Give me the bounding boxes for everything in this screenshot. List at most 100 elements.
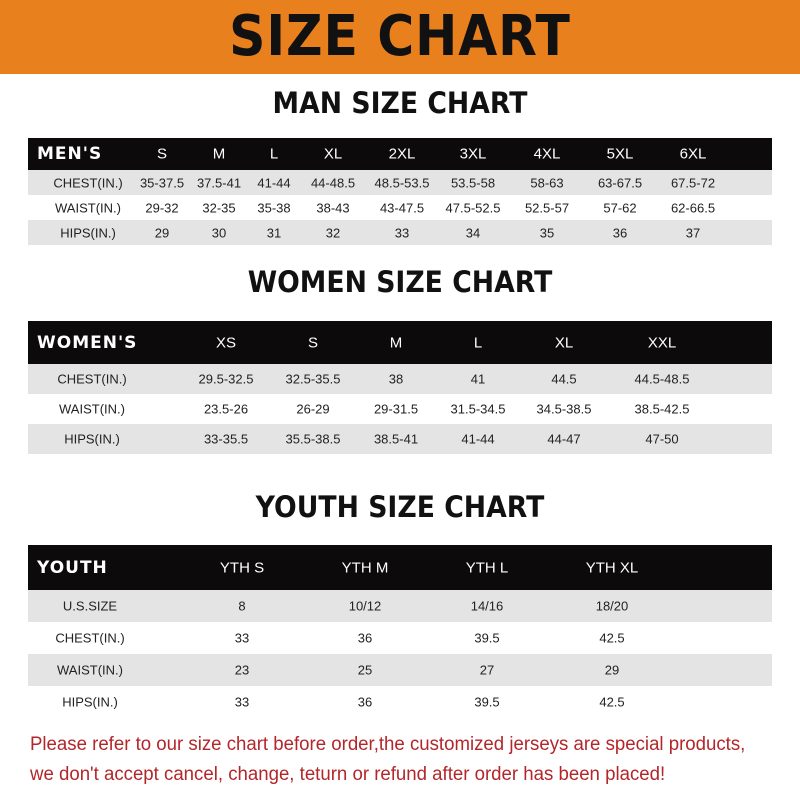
women-title: WOMEN SIZE CHART: [247, 265, 553, 299]
row-label: WOMEN'S: [37, 332, 138, 353]
table-cell: 23: [234, 662, 250, 678]
row-label: WAIST(IN.): [57, 662, 123, 678]
table-cell: 57-62: [603, 200, 637, 215]
table-cell: M: [389, 334, 403, 351]
table-cell: 34: [465, 225, 481, 240]
table-cell: 47.5-52.5: [445, 200, 501, 215]
table-cell: 32-35: [202, 200, 236, 215]
table-cell: 63-67.5: [597, 175, 643, 190]
table-cell: 39.5: [474, 630, 500, 646]
table-cell: 41: [470, 371, 486, 387]
table-cell: 34.5-38.5: [536, 401, 592, 417]
table-cell: 35-38: [257, 200, 291, 215]
table-cell: YTH M: [341, 559, 389, 576]
table-row: U.S.SIZE 8 10/12 14/16 18/20: [28, 590, 772, 622]
table-cell: 53.5-58: [450, 175, 496, 190]
table-cell: 42.5: [599, 630, 625, 646]
table-row: WAIST(IN.) 29-32 32-35 35-38 38-43 43-47.5 47.…: [28, 195, 772, 220]
table-cell: 29.5-32.5: [198, 371, 254, 387]
table-cell: 4XL: [533, 145, 561, 163]
table-cell: 33: [394, 225, 410, 240]
table-cell: 58-63: [530, 175, 564, 190]
table-cell: 29-32: [145, 200, 179, 215]
table-cell: 33: [234, 694, 250, 710]
table-cell: 37.5-41: [196, 175, 242, 190]
row-label: U.S.SIZE: [62, 598, 118, 614]
table-cell: XXL: [647, 334, 677, 351]
table-cell: 37: [685, 225, 701, 240]
table-row: CHEST(IN.) 33 36 39.5 42.5: [28, 622, 772, 654]
table-cell: 41-44: [461, 431, 495, 447]
table-header-row: WOMEN'S XS S M L XL XXL: [28, 321, 772, 364]
table-cell: 38-43: [316, 200, 350, 215]
table-cell: 33-35.5: [203, 431, 249, 447]
table-cell: XS: [215, 334, 237, 351]
table-cell: 39.5: [474, 694, 500, 710]
table-cell: 38.5-42.5: [634, 401, 690, 417]
table-cell: S: [156, 145, 168, 163]
table-cell: 23.5-26: [203, 401, 249, 417]
row-label: CHEST(IN.): [57, 371, 127, 387]
table-cell: L: [269, 145, 279, 163]
table-cell: 43-47.5: [379, 200, 425, 215]
table-cell: 67.5-72: [670, 175, 716, 190]
table-cell: 36: [357, 694, 373, 710]
table-cell: YTH L: [465, 559, 509, 576]
table-cell: 48.5-53.5: [374, 175, 430, 190]
table-cell: 26-29: [296, 401, 330, 417]
table-row: WAIST(IN.) 23.5-26 26-29 29-31.5 31.5-34.5 34…: [28, 394, 772, 424]
table-cell: 44-47: [547, 431, 581, 447]
table-row: HIPS(IN.) 33 36 39.5 42.5: [28, 686, 772, 718]
table-cell: 6XL: [679, 145, 707, 163]
table-cell: 29-31.5: [373, 401, 419, 417]
men-title: MAN SIZE CHART: [272, 86, 528, 120]
row-label: HIPS(IN.): [64, 431, 120, 447]
table-cell: 27: [479, 662, 495, 678]
table-cell: 44-48.5: [310, 175, 356, 190]
table-cell: 52.5-57: [524, 200, 570, 215]
table-cell: L: [473, 334, 483, 351]
youth-title: YOUTH SIZE CHART: [255, 490, 545, 524]
table-cell: 33: [234, 630, 250, 646]
table-row: HIPS(IN.) 29 30 31 32 33 34 35 36 37: [28, 220, 772, 245]
banner: SIZE CHART: [0, 0, 800, 74]
row-label: WAIST(IN.): [59, 401, 125, 417]
table-cell: M: [212, 145, 226, 163]
table-cell: S: [307, 334, 319, 351]
table-cell: 25: [357, 662, 373, 678]
table-cell: 29: [154, 225, 170, 240]
table-cell: 32: [325, 225, 341, 240]
table-cell: 32.5-35.5: [285, 371, 341, 387]
row-label: YOUTH: [37, 557, 108, 578]
table-cell: YTH S: [219, 559, 265, 576]
row-label: CHEST(IN.): [53, 175, 123, 190]
table-cell: 36: [612, 225, 628, 240]
table-cell: 31: [266, 225, 282, 240]
table-cell: 29: [604, 662, 620, 678]
row-label: HIPS(IN.): [60, 225, 116, 240]
notice-line-2: we don't accept cancel, change, teturn o…: [30, 764, 666, 785]
table-row: CHEST(IN.) 35-37.5 37.5-41 41-44 44-48.5 48.5…: [28, 170, 772, 195]
table-cell: 38: [388, 371, 404, 387]
table-header-row: YOUTH YTH S YTH M YTH L YTH XL: [28, 545, 772, 590]
table-row: HIPS(IN.) 33-35.5 35.5-38.5 38.5-41 41-44 44-…: [28, 424, 772, 454]
table-cell: 8: [238, 598, 246, 614]
table-row: CHEST(IN.) 29.5-32.5 32.5-35.5 38 41 44.5 44.5…: [28, 364, 772, 394]
table-cell: 38.5-41: [373, 431, 419, 447]
table-cell: 47-50: [645, 431, 679, 447]
table-cell: 44.5: [551, 371, 577, 387]
table-cell: XL: [323, 145, 343, 163]
table-cell: 35: [539, 225, 555, 240]
table-cell: 62-66.5: [670, 200, 716, 215]
row-label: MEN'S: [37, 144, 103, 164]
table-cell: 5XL: [606, 145, 634, 163]
row-label: HIPS(IN.): [62, 694, 118, 710]
table-cell: 18/20: [595, 598, 629, 614]
table-cell: 30: [211, 225, 227, 240]
notice-line-1: Please refer to our size chart before or…: [30, 734, 746, 755]
table-cell: 35.5-38.5: [285, 431, 341, 447]
table-cell: 44.5-48.5: [634, 371, 690, 387]
table-row: WAIST(IN.) 23 25 27 29: [28, 654, 772, 686]
row-label: WAIST(IN.): [55, 200, 121, 215]
table-cell: 42.5: [599, 694, 625, 710]
